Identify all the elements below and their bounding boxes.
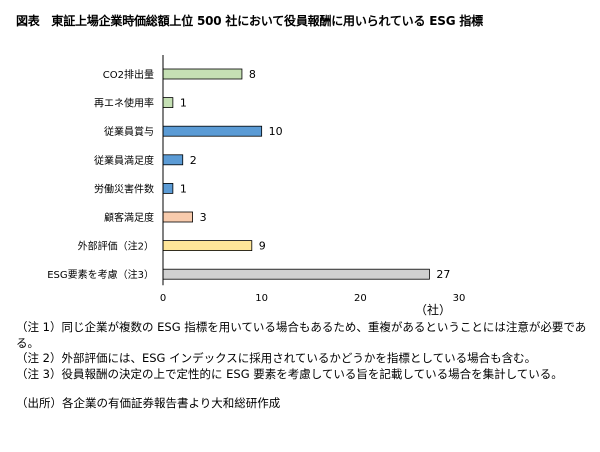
category-labels-group: CO2排出量再エネ使用率従業員賞与従業員満足度労働災害件数顧客満足度外部評価（注… bbox=[47, 68, 154, 281]
value-label-5: 1 bbox=[180, 182, 187, 195]
bar-3 bbox=[162, 125, 263, 137]
source-note: （出所）各企業の有価証券報告書より大和総研作成 bbox=[16, 396, 281, 410]
bar-1 bbox=[162, 68, 243, 80]
bar-2 bbox=[162, 97, 174, 108]
category-label-4: 従業員満足度 bbox=[94, 154, 154, 167]
bar-8 bbox=[162, 268, 430, 280]
x-tick-label-2: 10 bbox=[255, 293, 268, 304]
bar-chart: CO2排出量再エネ使用率従業員賞与従業員満足度労働災害件数顧客満足度外部評価（注… bbox=[47, 55, 466, 317]
bar-4 bbox=[162, 154, 184, 166]
x-tick-label-4: 30 bbox=[453, 293, 466, 304]
category-label-1: CO2排出量 bbox=[103, 68, 154, 81]
x-tick-label-1: 0 bbox=[160, 293, 166, 304]
bar-5 bbox=[162, 182, 174, 194]
note-1: （注 1）同じ企業が複数の ESG 指標を用いている場合もあるため、重複があると… bbox=[16, 320, 587, 350]
value-labels-group: 8 1 10 2 1 3 9 27 bbox=[180, 68, 451, 281]
value-label-6: 3 bbox=[200, 211, 207, 224]
chart-title: 図表 東証上場企業時価総額上位 500 社において役員報酬に用いられている ES… bbox=[16, 14, 483, 28]
x-tick-labels-group: 0 10 20 30 bbox=[160, 293, 466, 304]
value-label-4: 2 bbox=[190, 154, 197, 167]
x-tick-label-3: 20 bbox=[354, 293, 367, 304]
category-label-2: 再エネ使用率 bbox=[94, 97, 154, 110]
value-label-3: 10 bbox=[269, 125, 283, 138]
category-label-8: ESG要素を考慮（注3） bbox=[47, 268, 154, 281]
category-label-6: 顧客満足度 bbox=[104, 211, 154, 224]
note-2: （注 2）外部評価には、ESG インデックスに採用されているかどうかを指標として… bbox=[16, 351, 537, 365]
bar-6 bbox=[162, 211, 194, 223]
value-label-2: 1 bbox=[180, 97, 187, 110]
category-label-7: 外部評価（注2） bbox=[78, 240, 154, 253]
notes-section: （注 1）同じ企業が複数の ESG 指標を用いている場合もあるため、重複があると… bbox=[16, 320, 588, 412]
x-axis-unit-label: （社） bbox=[415, 302, 451, 317]
value-label-7: 9 bbox=[259, 240, 266, 253]
value-label-8: 27 bbox=[436, 268, 450, 281]
note-3: （注 3）役員報酬の決定の上で定性的に ESG 要素を考慮している旨を記載してい… bbox=[16, 366, 563, 381]
category-label-3: 従業員賞与 bbox=[104, 125, 154, 138]
bars-group bbox=[162, 68, 430, 280]
value-label-1: 8 bbox=[249, 68, 256, 81]
bar-7 bbox=[162, 240, 253, 252]
category-label-5: 労働災害件数 bbox=[94, 182, 154, 195]
